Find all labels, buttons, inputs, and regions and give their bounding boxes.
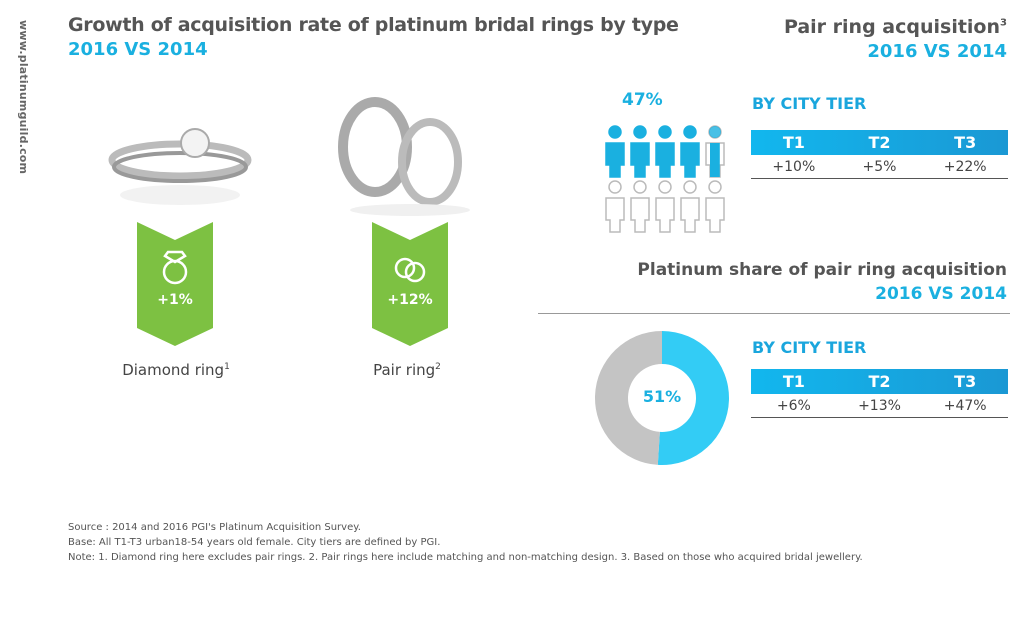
pair-tier-table: T1 T2 T3 +10% +5% +22% bbox=[751, 130, 1008, 179]
tier-value: +22% bbox=[943, 158, 987, 175]
share-tier-table: T1 T2 T3 +6% +13% +47% bbox=[751, 369, 1008, 418]
pair-title: Pair ring acquisition3 bbox=[783, 16, 1007, 38]
divider bbox=[538, 313, 1010, 314]
person-icon bbox=[605, 125, 625, 178]
footnote-notes: Note: 1. Diamond ring here excludes pair… bbox=[68, 552, 863, 563]
donut-slice-platinum bbox=[657, 331, 730, 465]
person-icon bbox=[630, 180, 650, 233]
diamond-ring-icon bbox=[162, 250, 188, 285]
tier-header: T3 bbox=[954, 372, 977, 391]
person-icon bbox=[655, 180, 675, 233]
person-icon bbox=[680, 180, 700, 233]
people-pictogram bbox=[605, 125, 725, 233]
pair-by-tier-heading: BY CITY TIER bbox=[752, 94, 867, 113]
diamond-ring-label: Diamond ring1 bbox=[122, 361, 230, 379]
person-icon bbox=[605, 180, 625, 233]
diamond-ring-image bbox=[108, 128, 252, 205]
tier-value: +13% bbox=[858, 397, 901, 414]
share-by-tier-heading: BY CITY TIER bbox=[752, 338, 867, 357]
tier-value: +6% bbox=[776, 397, 811, 414]
person-icon bbox=[705, 180, 725, 233]
share-title: Platinum share of pair ring acquisition bbox=[637, 260, 1007, 280]
share-percent: 51% bbox=[642, 387, 682, 406]
tier-header: T3 bbox=[954, 133, 977, 152]
page-title: Growth of acquisition rate of platinum b… bbox=[68, 14, 679, 36]
pair-rings-image bbox=[338, 97, 470, 216]
pair-percent: 47% bbox=[622, 90, 663, 110]
footnote-source: Source : 2014 and 2016 PGI's Platinum Ac… bbox=[68, 522, 361, 533]
pair-ring-growth-banner bbox=[372, 222, 448, 346]
website-url: www.platinumguild.com bbox=[17, 20, 30, 175]
person-icon bbox=[655, 125, 675, 178]
tier-header: T1 bbox=[782, 372, 805, 391]
tier-value: +5% bbox=[862, 158, 897, 175]
person-icon bbox=[705, 125, 725, 178]
pair-subtitle: 2016 VS 2014 bbox=[867, 41, 1007, 62]
person-icon bbox=[630, 125, 650, 178]
diamond-ring-growth-banner bbox=[137, 222, 213, 346]
tier-value: +10% bbox=[772, 158, 816, 175]
pair-rings-icon bbox=[394, 257, 426, 283]
share-subtitle: 2016 VS 2014 bbox=[875, 284, 1007, 304]
tier-header: T1 bbox=[782, 133, 805, 152]
tier-value: +47% bbox=[943, 397, 987, 414]
donut-slice-other bbox=[595, 331, 662, 465]
diamond-ring-growth: +1% bbox=[157, 292, 193, 308]
person-icon bbox=[680, 125, 700, 178]
pair-ring-growth: +12% bbox=[387, 292, 433, 308]
tier-header: T2 bbox=[868, 133, 891, 152]
page-subtitle: 2016 VS 2014 bbox=[68, 39, 208, 60]
share-donut-chart bbox=[595, 331, 730, 465]
tier-header: T2 bbox=[868, 372, 891, 391]
pair-ring-label: Pair ring2 bbox=[373, 361, 441, 379]
footnote-base: Base: All T1-T3 urban18-54 years old fem… bbox=[68, 537, 441, 548]
